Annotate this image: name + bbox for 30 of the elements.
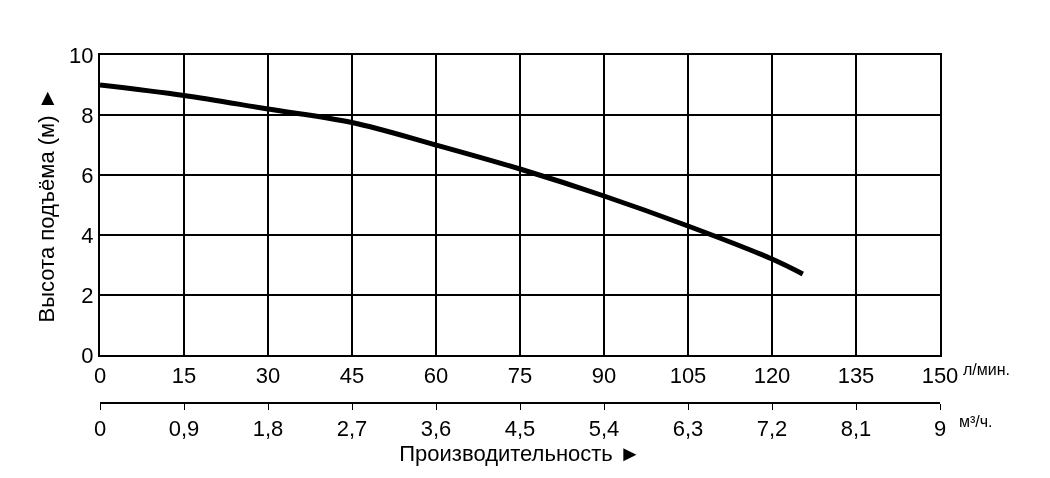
x-tick-label: 45 <box>339 363 365 389</box>
y-tick-label: 8 <box>81 102 94 128</box>
x-tick-label: 15 <box>171 363 197 389</box>
x2-tick-label: 7,2 <box>756 416 788 442</box>
x-tick-label: 135 <box>837 363 875 389</box>
x-tick-label: 30 <box>255 363 281 389</box>
x2-tick-label: 6,3 <box>672 416 704 442</box>
x-tick-label: 150 <box>921 363 959 389</box>
x-tick-label: 90 <box>591 363 617 389</box>
y-tick-label: 0 <box>81 342 94 368</box>
x-tick-label: 120 <box>753 363 791 389</box>
y-tick-label: 6 <box>81 162 94 188</box>
x-tick-label: 105 <box>669 363 707 389</box>
x2-tick-label: 2,7 <box>336 416 368 442</box>
y-tick-label: 2 <box>81 282 94 308</box>
y-tick-label: 4 <box>81 222 94 248</box>
x2-tick-label: 9 <box>933 416 947 442</box>
x2-tick-label: 8,1 <box>840 416 872 442</box>
x-axis-title: Производительность ► <box>399 441 641 467</box>
x2-tick-label: 5,4 <box>588 416 620 442</box>
text: л/мин. <box>963 361 1010 378</box>
x-tick-label: 60 <box>423 363 449 389</box>
x2-tick-label: 3,6 <box>420 416 452 442</box>
y-axis-title: Высота подъёма (м) ► <box>34 87 60 323</box>
x-tick-label: 75 <box>507 363 533 389</box>
x2-tick-label: 0,9 <box>168 416 200 442</box>
x2-tick-label: 1,8 <box>252 416 284 442</box>
text: м³/ч. <box>959 413 993 430</box>
x2-tick-label: 4,5 <box>504 416 536 442</box>
y-tick-label: 10 <box>69 42 94 68</box>
